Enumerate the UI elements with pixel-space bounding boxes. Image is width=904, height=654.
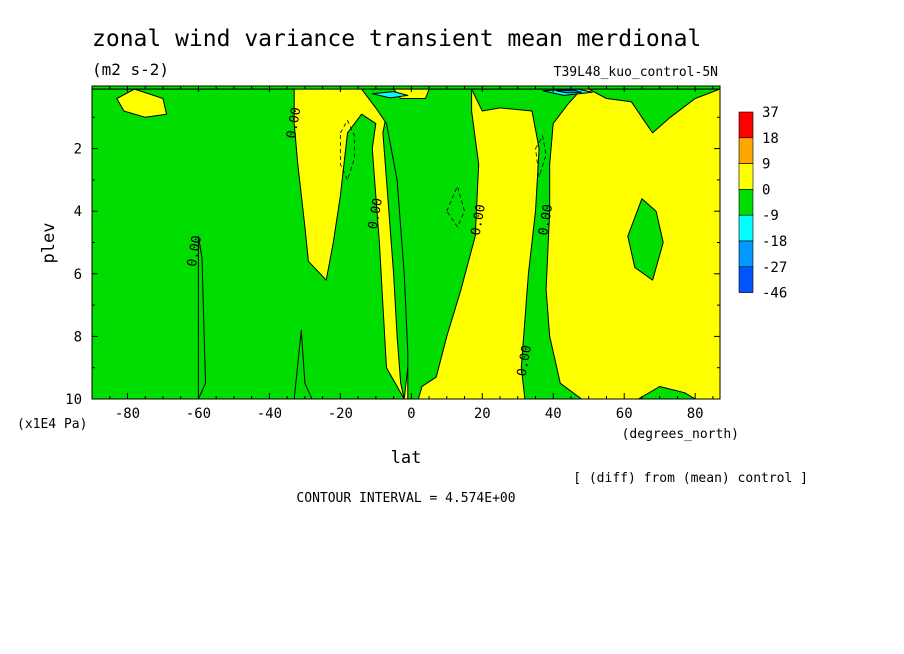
x-axis-units: (degrees_north) [622,427,739,442]
y-tick-label: 8 [74,329,82,345]
y-tick-label: 4 [74,204,82,220]
contour-region-1 [92,88,405,399]
contour-labels: 0.00 0.00 0.00 0.00 0.00 0.00 [185,106,556,377]
x-tick-label: -20 [328,406,353,422]
legend-swatch [738,266,754,293]
legend-label: 37 [762,105,779,121]
legend-swatch [738,163,754,190]
contour-interval: CONTOUR INTERVAL = 4.574E+00 [296,491,515,506]
legend-swatch [738,111,754,139]
chart-title: zonal wind variance transient mean merdi… [92,26,701,52]
contour-region-14 [556,89,583,94]
x-tick-label: 60 [616,406,633,422]
legend-swatch [738,240,754,268]
chart-units: (m2 s-2) [92,60,169,79]
contour-region-6 [197,235,206,399]
y-axis-units: (x1E4 Pa) [17,417,87,432]
footnote: [ (diff) from (mean) control ] [573,471,808,486]
legend-swatch [738,214,754,242]
legend-label: 9 [762,157,770,173]
contour-region-8 [627,198,664,281]
contour-region-3 [361,88,480,399]
contour-region-10 [116,88,167,118]
x-tick-label: -40 [257,406,282,422]
legend-label: 0 [762,182,770,198]
x-tick-label: -60 [186,406,211,422]
y-tick-label: 10 [65,392,82,408]
x-tick-label: 20 [474,406,491,422]
run-label: T39L48_kuo_control-5N [554,65,718,80]
color-legend: 37 18 9 0 -9 -18 -27 -46 [738,105,787,302]
x-axis-label: lat [391,448,422,468]
legend-label: 18 [762,131,779,147]
x-tick-label: 80 [687,406,704,422]
contour-field [92,86,720,399]
legend-swatch [738,137,754,164]
contour-label: 0.00 [536,203,556,236]
x-tick-label: 0 [407,406,415,422]
legend-label: -27 [762,260,787,276]
contour-region-4 [471,88,583,399]
dashed-contour-2 [535,134,547,177]
y-tick-label: 6 [74,267,82,283]
x-tick-label: 40 [545,406,562,422]
contour-label: 0.00 [284,106,304,139]
axis-ticks: -80 -60 -40 -20 0 20 40 60 80 2 4 6 8 10 [65,86,720,422]
dashed-contour-0 [339,119,356,182]
contour-region-12 [371,91,409,99]
contour-region-9 [637,386,696,399]
legend-label: -18 [762,234,787,250]
contour-label: 0.00 [366,197,386,230]
x-tick-label: -80 [115,406,140,422]
contour-label: 0.00 [469,203,489,236]
legend-label: -46 [762,286,787,302]
contour-region-7 [293,329,313,399]
contour-label: 0.00 [185,235,205,268]
y-tick-label: 2 [74,142,82,158]
y-axis-label: plev [39,223,59,264]
contour-label: 0.00 [515,344,535,377]
legend-swatch [738,189,754,216]
legend-label: -9 [762,208,779,224]
contour-region-5 [588,88,720,134]
